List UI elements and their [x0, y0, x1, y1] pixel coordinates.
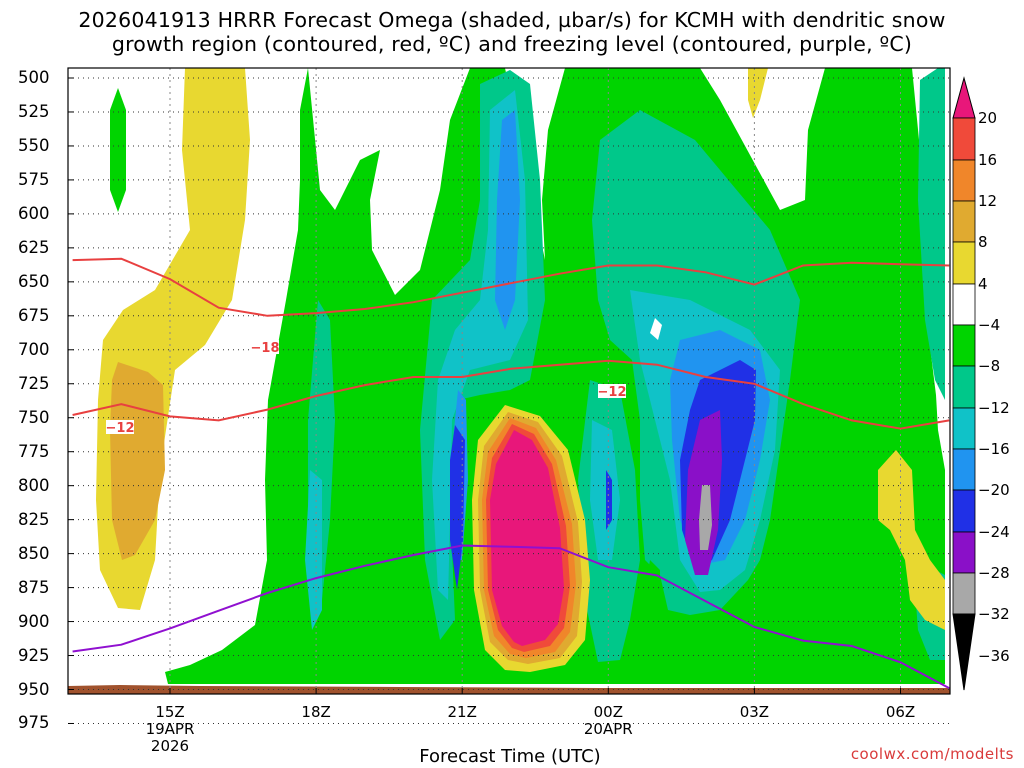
contour-label-bg-2 [598, 384, 626, 398]
y-tick-label: 550 [18, 135, 50, 155]
contour-line-0 [72, 257, 950, 317]
colorbar-label: −24 [978, 523, 1010, 541]
colorbar-bin-5 [952, 283, 976, 326]
colorbar-label: 4 [978, 275, 988, 293]
colorbar-bin-3 [952, 200, 976, 243]
x-tick-label: 18Z [301, 703, 331, 721]
y-tick-label: 875 [18, 577, 50, 597]
omega-region-12 [590, 420, 620, 560]
colorbar-bin-9 [952, 448, 976, 491]
vertical-grid [169, 68, 901, 694]
colorbar-bin-12 [952, 572, 976, 615]
omega-region-29 [748, 68, 768, 118]
colorbar-label: −20 [978, 481, 1010, 499]
omega-region-27 [646, 560, 660, 600]
grid-lines [68, 77, 950, 724]
plot-frame [67, 67, 951, 695]
omega-region-30 [650, 318, 662, 340]
colorbar-cap-bottom [952, 613, 976, 691]
colorbar-bin-4 [952, 241, 976, 285]
y-tick-label: 575 [18, 169, 50, 189]
y-tick-label: 775 [18, 441, 50, 461]
y-tick-label: 925 [18, 645, 50, 665]
x-tick-label: 03Z [739, 703, 770, 721]
colorbar-bin-8 [952, 407, 976, 450]
omega-region-26 [490, 430, 564, 646]
y-tick-label: 675 [18, 305, 50, 325]
omega-region-17 [450, 425, 465, 590]
colorbar-label: −8 [978, 357, 1001, 375]
y-tick-label: 600 [18, 203, 50, 223]
colorbar-bin-1 [952, 117, 976, 161]
colorbar-bin-2 [952, 159, 976, 202]
x-tick-label: 2026 [150, 737, 190, 755]
y-tick-label: 975 [18, 713, 50, 733]
omega-region-14 [495, 110, 520, 330]
y-tick-label: 900 [18, 611, 50, 631]
colorbar-label: −28 [978, 564, 1010, 582]
contour-label-bg-0 [251, 340, 279, 354]
colorbar-label: −36 [978, 647, 1010, 665]
colorbar-label: 12 [978, 192, 998, 210]
colorbar-label: −16 [978, 440, 1010, 458]
contour-label-2: −12 [598, 385, 627, 400]
omega-shading [96, 68, 945, 684]
x-tick-label: 06Z [885, 703, 916, 721]
x-tick-label: 21Z [447, 703, 477, 721]
colorbar-label: 20 [978, 109, 998, 127]
omega-region-2 [110, 88, 126, 212]
y-tick-label: 700 [18, 339, 50, 359]
y-tick-label: 625 [18, 237, 50, 257]
omega-region-13 [305, 470, 322, 630]
colorbar-cap-top [952, 76, 976, 119]
chart-title-line2: growth region (contoured, red, ºC) and f… [111, 32, 913, 56]
omega-region-1 [110, 362, 165, 560]
colorbar-label: 16 [978, 151, 998, 169]
colorbar-label: 8 [978, 233, 988, 251]
omega-region-28 [878, 450, 945, 630]
contour-label-0: −18 [251, 341, 280, 356]
y-tick-label: 950 [18, 679, 50, 699]
x-tick-label: 15Z [155, 703, 185, 721]
colorbar-label: −4 [978, 316, 1001, 334]
omega-region-8 [918, 68, 945, 400]
x-tick-label: 19APR [145, 720, 195, 738]
y-tick-label: 825 [18, 509, 50, 529]
colorbar-bin-10 [952, 489, 976, 533]
colorbar-bin-11 [952, 531, 976, 574]
y-tick-label: 500 [18, 68, 50, 87]
y-tick-label: 525 [18, 101, 50, 121]
contour-line-2 [72, 544, 950, 689]
x-axis-title: Forecast Time (UTC) [419, 746, 601, 767]
x-tick-label: 20APR [583, 720, 633, 738]
y-tick-label: 750 [18, 407, 50, 427]
contour-line-1 [72, 359, 950, 430]
y-tick-label: 650 [18, 271, 50, 291]
colorbar-label: −12 [978, 399, 1010, 417]
y-tick-label: 800 [18, 475, 50, 495]
colorbar-bin-7 [952, 365, 976, 409]
x-tick-label: 00Z [593, 703, 623, 721]
y-tick-label: 725 [18, 373, 50, 393]
credit-link[interactable]: coolwx.com/modelts [850, 745, 1014, 763]
colorbar-bin-6 [952, 324, 976, 367]
contour-label-1: −12 [106, 421, 135, 436]
omega-region-18 [606, 470, 612, 530]
contour-label-bg-1 [106, 420, 134, 434]
y-tick-label: 850 [18, 543, 50, 563]
colorbar-label: −32 [978, 605, 1010, 623]
chart-title-line1: 2026041913 HRRR Forecast Omega (shaded, … [78, 8, 946, 32]
omega-region-21 [699, 485, 712, 550]
